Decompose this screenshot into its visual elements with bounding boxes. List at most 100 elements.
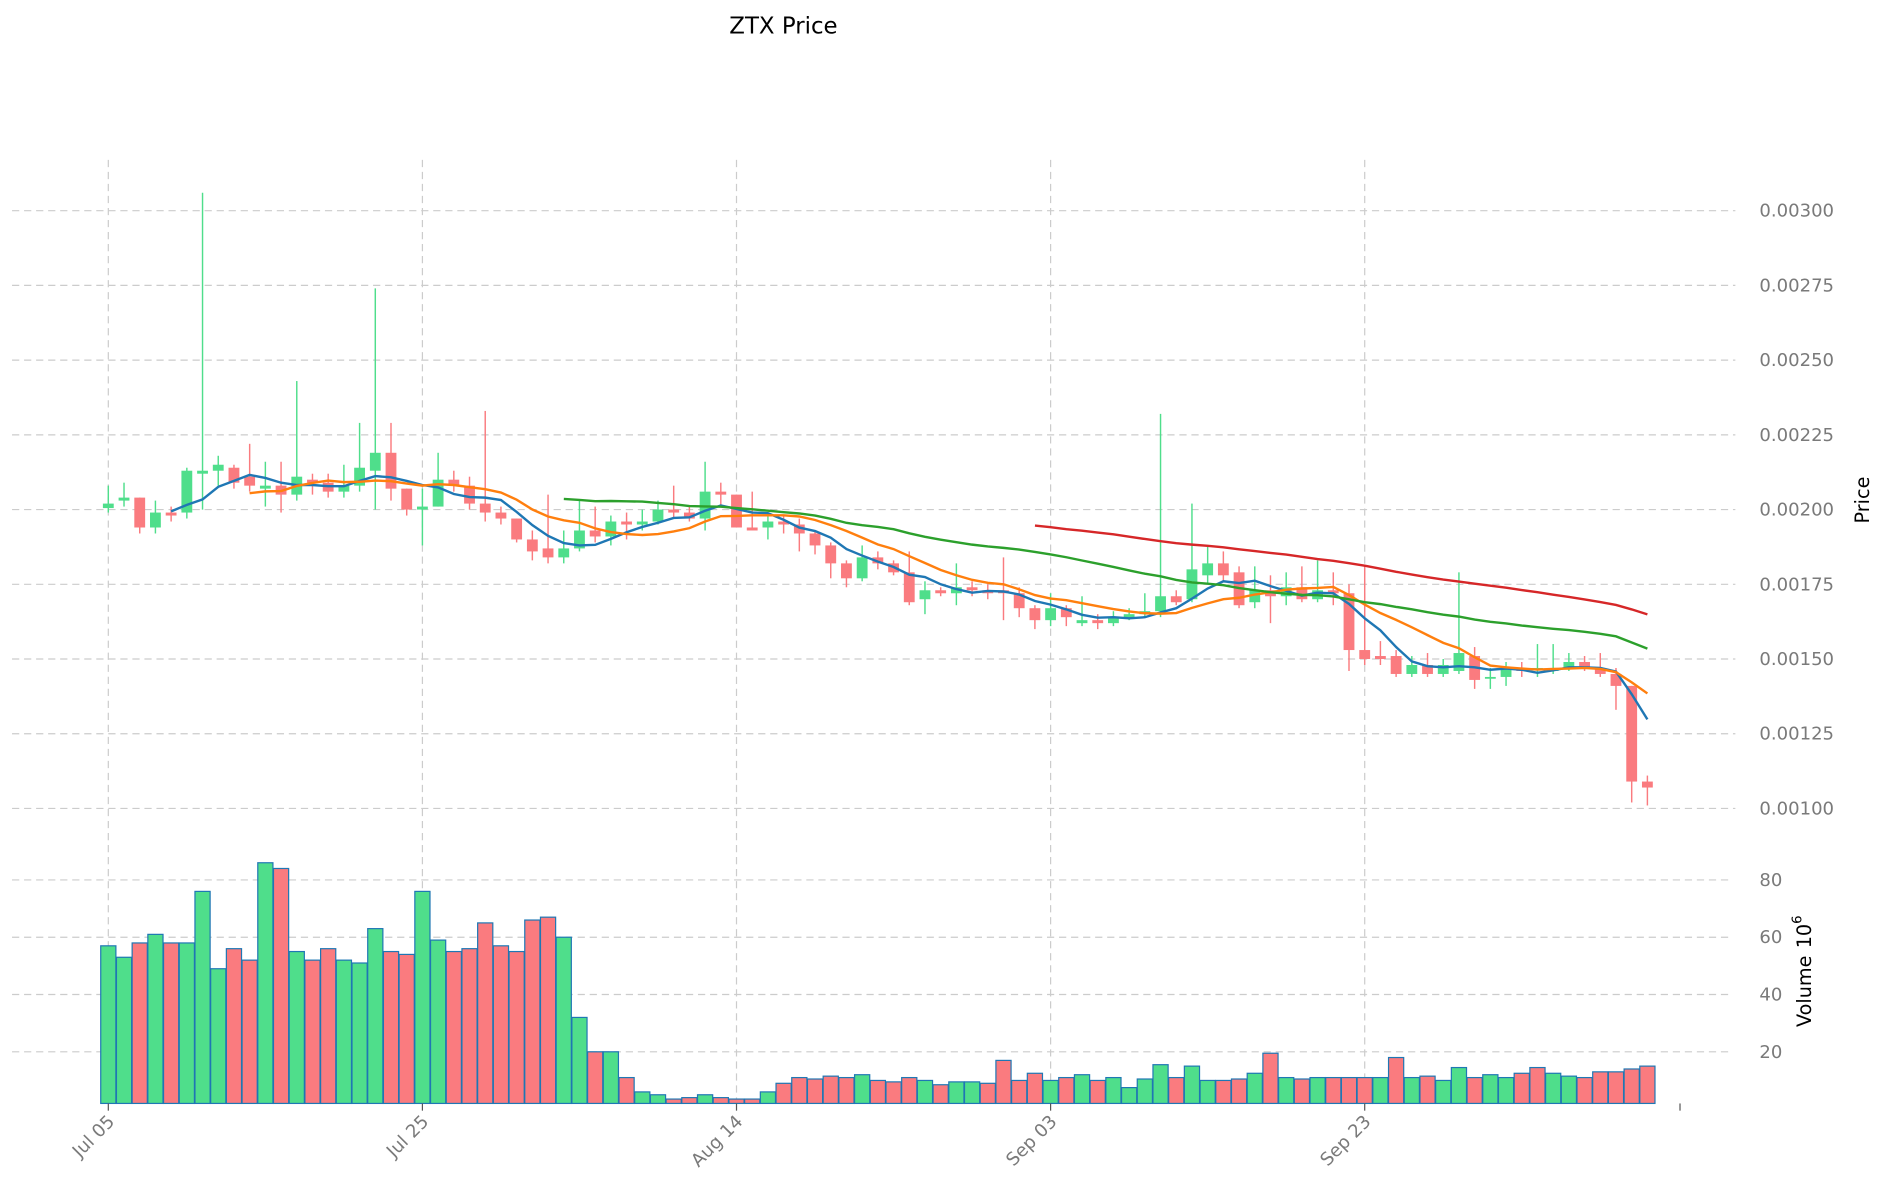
candle: [1406, 656, 1418, 677]
x-tick-label: Sep 23: [1316, 1111, 1375, 1170]
candle: [448, 470, 460, 492]
volume-bar: [1387, 1056, 1405, 1105]
candle-body: [1217, 563, 1229, 576]
volume-bar: [1183, 1065, 1201, 1105]
candle: [1500, 662, 1512, 686]
volume-bar: [1120, 1087, 1138, 1105]
candle: [605, 515, 617, 546]
volume-bar: [1639, 1065, 1656, 1105]
candle: [495, 506, 507, 525]
volume-bar: [429, 939, 447, 1105]
candle-body: [778, 521, 790, 525]
candle-body: [542, 548, 554, 558]
candle: [181, 467, 193, 519]
candle-body: [1500, 667, 1512, 677]
volume-bar: [1277, 1076, 1295, 1105]
candle-body: [762, 521, 774, 528]
volume-bar: [822, 1075, 839, 1105]
candle-body: [448, 479, 460, 486]
candle: [479, 410, 491, 522]
candle-body: [150, 512, 161, 528]
candle: [1390, 650, 1402, 677]
price-tick-label: 0.00300: [1759, 201, 1834, 222]
candle: [1029, 605, 1041, 630]
volume-tick-label: 20: [1759, 1042, 1782, 1063]
candle: [903, 551, 915, 606]
candle: [291, 381, 303, 501]
candle-body: [259, 485, 271, 489]
candle-body: [903, 572, 915, 603]
volume-bar: [461, 948, 478, 1105]
volume-bar: [791, 1076, 808, 1105]
volume-bar: [1089, 1079, 1106, 1105]
volume-bar: [1246, 1072, 1263, 1105]
candle-body: [1641, 781, 1653, 788]
volume-bar: [712, 1097, 729, 1105]
candle-body: [102, 503, 114, 509]
candle: [1013, 587, 1025, 618]
volume-bar: [210, 968, 227, 1105]
volume-bar: [1497, 1076, 1515, 1105]
volume-bar: [806, 1078, 824, 1105]
price-tick-label: 0.00125: [1759, 724, 1834, 745]
volume-bar: [1199, 1079, 1216, 1105]
volume-bar: [571, 1016, 588, 1105]
candle: [856, 545, 868, 582]
candle: [966, 581, 978, 597]
candle: [1594, 653, 1606, 677]
candle: [574, 500, 585, 552]
candle: [118, 482, 130, 507]
candle-body: [1202, 563, 1214, 576]
candle: [652, 500, 664, 525]
candle-body: [746, 527, 758, 531]
candle-body: [966, 587, 978, 591]
candle: [1453, 572, 1465, 674]
candle: [762, 512, 774, 540]
candle-body: [495, 512, 507, 519]
candle-body: [212, 464, 224, 471]
candle: [1327, 572, 1339, 606]
candle: [1626, 685, 1638, 803]
candle: [841, 560, 852, 588]
candle-body: [1374, 656, 1386, 660]
volume-bar: [618, 1076, 635, 1105]
volume-bar: [477, 922, 494, 1105]
volume-bar: [367, 928, 384, 1105]
volume-bar: [1623, 1068, 1640, 1105]
candle: [464, 476, 475, 510]
volume-bar: [979, 1082, 996, 1105]
candle: [228, 464, 240, 489]
volume-bar: [1466, 1076, 1483, 1105]
volume-bar: [1513, 1072, 1530, 1105]
candle-body: [165, 512, 177, 516]
volume-bar: [1419, 1075, 1436, 1105]
candle: [558, 530, 570, 564]
volume-bar: [178, 942, 196, 1105]
candle-body: [589, 530, 601, 537]
candle-body: [354, 467, 366, 486]
volume-bar: [162, 942, 180, 1105]
moving-average-10-line: [249, 479, 1649, 695]
volume-bar: [100, 945, 117, 1105]
candle: [1170, 590, 1182, 606]
candle: [1217, 551, 1229, 582]
moving-average-5-line: [170, 473, 1649, 721]
volume-bar: [1340, 1076, 1358, 1105]
candle: [825, 542, 837, 579]
candle-body: [1594, 667, 1606, 674]
volume-bar: [744, 1098, 761, 1105]
candle: [1108, 611, 1119, 627]
x-tick-label: Jul 05: [68, 1111, 119, 1162]
volume-bar: [1215, 1079, 1232, 1105]
candle-body: [338, 485, 350, 492]
candle-body: [1155, 596, 1166, 612]
volume-bar: [257, 862, 274, 1105]
candle-body: [1359, 650, 1371, 660]
candle: [1076, 596, 1088, 627]
candle-body: [1579, 662, 1590, 668]
candle-body: [1610, 673, 1622, 686]
price-axis-label: Price: [1851, 477, 1874, 524]
candle-body: [636, 521, 648, 525]
candle-body: [574, 530, 585, 549]
